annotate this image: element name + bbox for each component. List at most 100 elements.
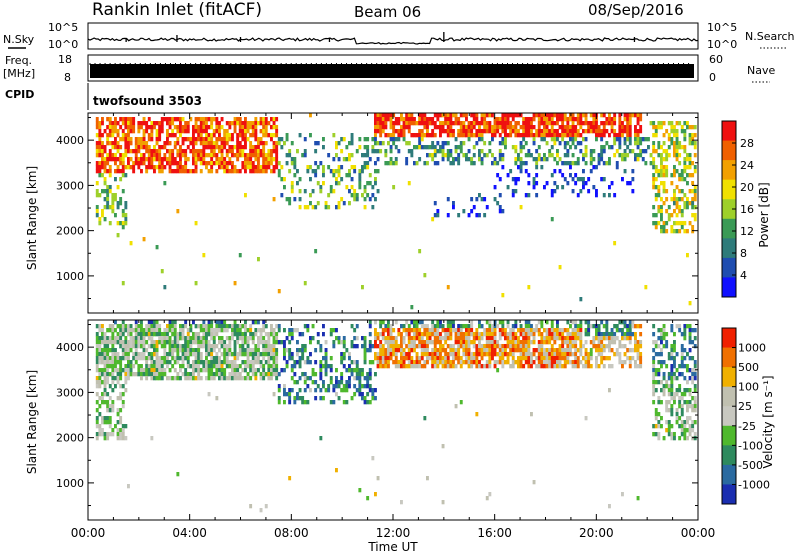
data-cell: [264, 504, 268, 509]
data-cell: [345, 173, 349, 178]
data-cell: [244, 193, 247, 198]
data-cell: [337, 340, 341, 345]
data-cell: [342, 356, 346, 361]
data-cell: [251, 372, 255, 377]
data-cell: [623, 332, 627, 337]
data-cell: [101, 396, 104, 401]
data-cell: [155, 324, 159, 329]
data-cell: [262, 145, 266, 150]
data-cell: [384, 364, 388, 369]
data-cell: [662, 388, 666, 393]
data-cell: [314, 360, 318, 365]
data-cell: [114, 137, 117, 142]
data-cell: [155, 376, 159, 381]
data-cell: [272, 133, 276, 138]
data-cell: [397, 328, 401, 333]
data-cell: [452, 133, 455, 138]
data-cell: [675, 133, 679, 138]
data-cell: [574, 133, 578, 138]
data-cell: [527, 129, 531, 134]
data-cell: [280, 368, 284, 373]
data-cell: [158, 125, 162, 130]
data-cell: [470, 161, 474, 166]
data-cell: [103, 352, 107, 357]
data-cell: [387, 133, 390, 138]
data-cell: [106, 404, 110, 409]
data-cell: [160, 121, 164, 126]
data-cell: [556, 161, 559, 166]
data-cell: [379, 356, 383, 361]
data-cell: [628, 320, 632, 325]
data-cell: [285, 360, 289, 365]
data-cell: [189, 141, 193, 146]
data-cell: [535, 149, 539, 154]
data-cell: [163, 340, 167, 345]
data-cell: [485, 125, 489, 130]
data-cell: [309, 201, 312, 206]
data-cell: [420, 356, 424, 361]
data-cell: [394, 137, 398, 142]
data-cell: [207, 169, 211, 174]
data-cell: [212, 356, 216, 361]
data-cell: [649, 161, 653, 166]
data-cell: [160, 157, 164, 162]
data-cell: [132, 149, 136, 154]
data-cell: [454, 332, 458, 337]
data-cell: [498, 360, 502, 365]
data-cell: [116, 380, 120, 385]
data-cell: [506, 360, 510, 365]
data-cell: [504, 141, 507, 146]
nsky-spikes: [125, 32, 636, 42]
data-cell: [459, 344, 463, 349]
data-cell: [387, 352, 390, 357]
data-cell: [582, 344, 585, 349]
data-cell: [251, 340, 255, 345]
data-cell: [153, 340, 156, 345]
data-cell: [446, 332, 450, 337]
data-cell: [491, 153, 494, 158]
data-cell: [693, 217, 697, 222]
data-cell: [413, 340, 416, 345]
data-cell: [134, 336, 138, 341]
data-cell: [207, 133, 211, 138]
data-cell: [108, 340, 112, 345]
data-cell: [511, 117, 515, 122]
data-cell: [420, 324, 424, 329]
data-cell: [511, 177, 515, 182]
data-cell: [241, 161, 245, 166]
data-cell: [587, 364, 591, 369]
data-cell: [623, 344, 627, 349]
data-cell: [210, 133, 214, 138]
data-cell: [218, 376, 221, 381]
data-cell: [402, 129, 406, 134]
data-cell: [101, 428, 104, 433]
data-cell: [654, 125, 658, 130]
data-cell: [675, 169, 679, 174]
data-cell: [98, 360, 102, 365]
data-cell: [119, 344, 123, 349]
data-cell: [485, 332, 489, 337]
data-cell: [600, 340, 604, 345]
data-cell: [363, 348, 367, 353]
data-cell: [621, 125, 624, 130]
data-cell: [597, 352, 601, 357]
data-cell: [202, 340, 206, 345]
data-cell: [257, 149, 260, 154]
data-cell: [639, 129, 643, 134]
data-cell: [202, 125, 206, 130]
data-cell: [184, 356, 188, 361]
data-cell: [608, 161, 611, 166]
data-cell: [103, 197, 107, 202]
data-cell: [166, 129, 169, 134]
data-cell: [436, 356, 440, 361]
data-cell: [111, 332, 115, 337]
data-cell: [628, 125, 632, 130]
data-cell: [688, 428, 692, 433]
data-cell: [654, 185, 658, 190]
data-cell: [623, 324, 627, 329]
data-cell: [233, 328, 237, 333]
data-cell: [413, 121, 416, 126]
data-cell: [368, 157, 372, 162]
data-cell: [166, 141, 169, 146]
data-cell: [121, 424, 125, 429]
